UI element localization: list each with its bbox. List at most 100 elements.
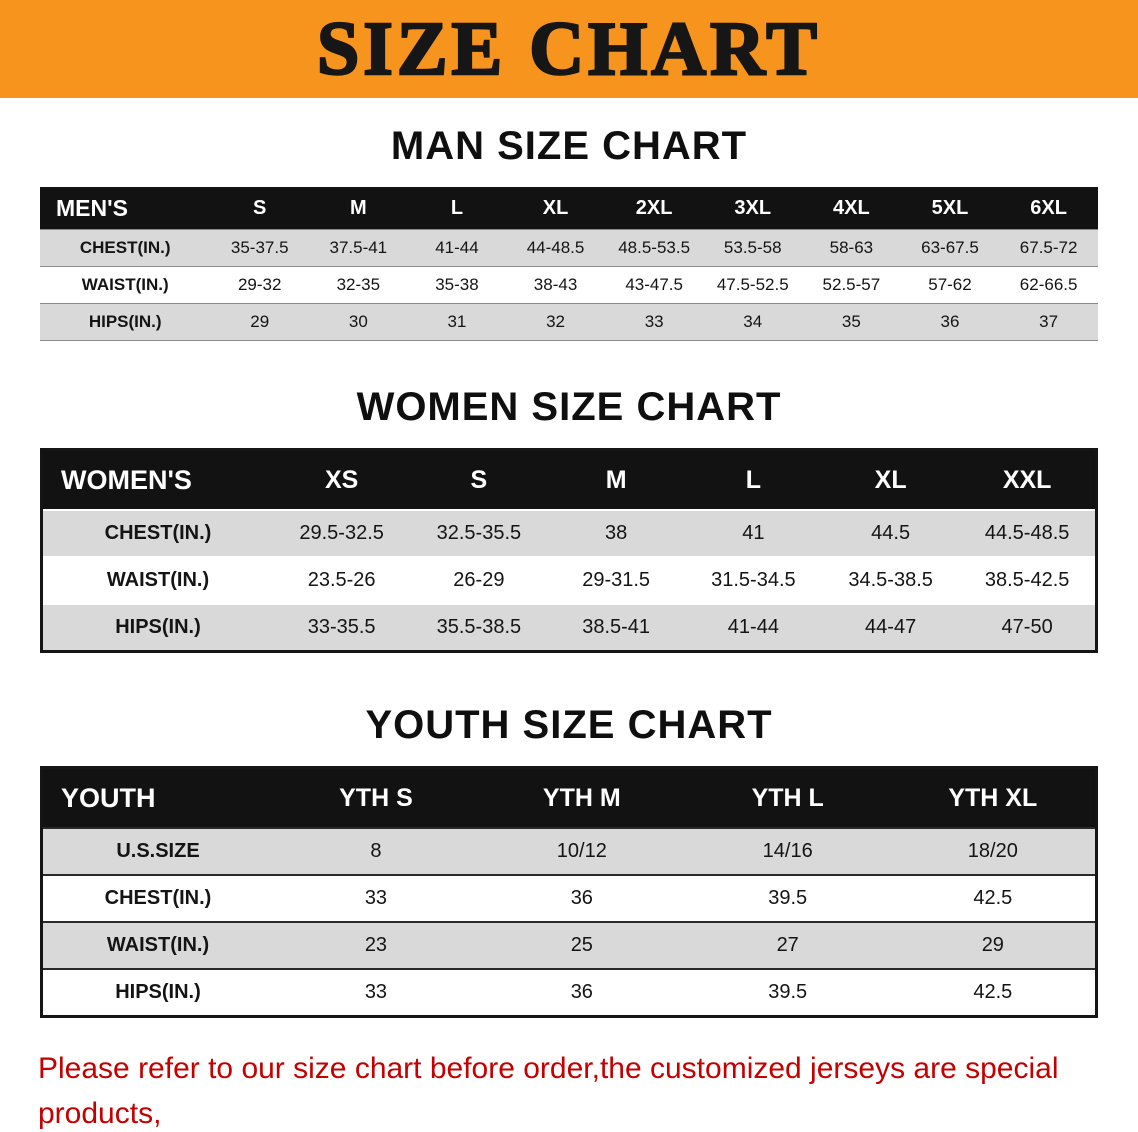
table-cell: 36 [940, 312, 960, 331]
page-title: SIZE CHART [316, 7, 821, 91]
column-header: XL [506, 187, 605, 230]
table-cell: 14/16 [762, 840, 813, 862]
row-label: HIPS(IN.) [115, 616, 201, 638]
table-row: WAIST(IN.) 23.5-26 26-29 29-31.5 31.5-34.5 34… [41, 557, 1097, 604]
table-cell: 38.5-42.5 [984, 569, 1070, 591]
column-header: YTH L [684, 767, 891, 828]
row-label: WAIST(IN.) [81, 275, 169, 294]
table-corner-label: MEN'S [40, 187, 211, 230]
row-label: HIPS(IN.) [115, 981, 201, 1003]
table-header-row: WOMEN'S XS S M L XL XXL [41, 449, 1097, 510]
column-header: S [410, 449, 548, 510]
disclaimer: Please refer to our size chart before or… [38, 1046, 1100, 1132]
table-row: HIPS(IN.) 33-35.5 35.5-38.5 38.5-41 41-44 44-… [41, 604, 1097, 652]
column-header: 5XL [900, 187, 1000, 230]
table-cell: 26-29 [453, 569, 505, 591]
table-row: U.S.SIZE 8 10/12 14/16 18/20 [41, 828, 1097, 875]
row-label: WAIST(IN.) [106, 934, 210, 956]
table-cell: 48.5-53.5 [618, 238, 691, 257]
table-header-row: MEN'S S M L XL 2XL 3XL 4XL 5XL 6XL [40, 187, 1098, 230]
table-cell: 33 [364, 981, 388, 1003]
column-header: YTH XL [890, 767, 1097, 828]
table-cell: 32 [546, 312, 565, 331]
table-corner-label: YOUTH [41, 767, 273, 828]
row-label: CHEST(IN.) [79, 238, 171, 257]
table-cell: 31.5-34.5 [711, 569, 796, 591]
table-row: HIPS(IN.) 29 30 31 32 33 34 35 36 37 [40, 303, 1098, 341]
table-cell: 57-62 [928, 275, 972, 294]
column-header: 2XL [604, 187, 704, 230]
column-header: YTH S [273, 767, 479, 828]
table-cell: 34 [743, 312, 763, 331]
table-cell: 23 [364, 934, 388, 956]
table-cell: 37.5-41 [329, 238, 388, 257]
table-cell: 52.5-57 [822, 275, 881, 294]
column-header: XL [822, 449, 960, 510]
column-header: XXL [959, 449, 1097, 510]
table-cell: 8 [370, 840, 382, 862]
women-size-table-wrap: WOMEN'S XS S M L XL XXL CHEST(IN.) 29.5-32.5 32.5… [40, 448, 1098, 653]
table-cell: 63-67.5 [921, 238, 979, 257]
disclaimer-line-1: Please refer to our size chart before or… [38, 1052, 1059, 1130]
men-size-section: MAN SIZE CHART MEN'S S M L XL 2XL 3XL 4XL 5XL 6XL… [0, 98, 1138, 341]
row-label: HIPS(IN.) [88, 312, 162, 331]
column-header: M [547, 449, 685, 510]
table-cell: 39.5 [768, 981, 808, 1003]
table-row: WAIST(IN.) 29-32 32-35 35-38 38-43 43-47.5 47.… [40, 266, 1098, 304]
table-cell: 36 [570, 981, 593, 1003]
table-cell: 42.5 [973, 887, 1013, 909]
men-size-table-wrap: MEN'S S M L XL 2XL 3XL 4XL 5XL 6XL CHEST(IN.) 35-37… [40, 187, 1098, 341]
table-cell: 67.5-72 [1019, 238, 1078, 257]
table-cell: 62-66.5 [1019, 275, 1078, 294]
table-row: CHEST(IN.) 35-37.5 37.5-41 41-44 44-48.5 48.5… [40, 229, 1098, 267]
table-cell: 29 [250, 312, 270, 331]
table-cell: 47-50 [1001, 616, 1053, 638]
table-cell: 35 [841, 312, 861, 331]
column-header: 6XL [999, 187, 1098, 230]
column-header: L [684, 449, 822, 510]
table-corner-label: WOMEN'S [41, 449, 273, 510]
row-label: U.S.SIZE [116, 840, 200, 862]
table-cell: 44.5 [871, 522, 911, 544]
table-header-row: YOUTH YTH S YTH M YTH L YTH XL [41, 767, 1097, 828]
table-row: WAIST(IN.) 23 25 27 29 [41, 922, 1097, 969]
table-cell: 39.5 [768, 887, 808, 909]
table-cell: 27 [776, 934, 799, 956]
table-cell: 41 [742, 522, 765, 544]
table-cell: 47.5-52.5 [716, 275, 789, 294]
table-cell: 43-47.5 [625, 275, 683, 294]
column-header: XS [273, 449, 411, 510]
women-size-table: WOMEN'S XS S M L XL XXL CHEST(IN.) 29.5-32.5 32.5… [40, 448, 1098, 653]
table-cell: 41-44 [435, 238, 479, 257]
table-cell: 29-31.5 [582, 569, 651, 591]
table-cell: 10/12 [556, 840, 607, 862]
table-cell: 44.5-48.5 [984, 522, 1070, 544]
column-header: M [309, 187, 408, 230]
table-cell: 35-37.5 [230, 238, 289, 257]
row-label: WAIST(IN.) [106, 569, 210, 591]
table-cell: 38-43 [533, 275, 578, 294]
table-cell: 38.5-41 [582, 616, 651, 638]
table-cell: 42.5 [973, 981, 1013, 1003]
table-cell: 35-38 [435, 275, 479, 294]
women-size-chart-heading: WOMEN SIZE CHART [356, 385, 782, 429]
youth-size-chart-heading: YOUTH SIZE CHART [365, 703, 773, 747]
row-label: CHEST(IN.) [104, 887, 212, 909]
table-cell: 25 [570, 934, 593, 956]
youth-size-table: YOUTH YTH S YTH M YTH L YTH XL U.S.SIZE 8 10/12… [40, 766, 1098, 1018]
table-row: CHEST(IN.) 29.5-32.5 32.5-35.5 38 41 44.5 44.5… [41, 510, 1097, 557]
table-cell: 29-32 [237, 275, 282, 294]
column-header: 4XL [802, 187, 901, 230]
table-cell: 53.5-58 [723, 238, 782, 257]
table-cell: 44-47 [865, 616, 917, 638]
table-cell: 32-35 [336, 275, 381, 294]
women-size-section: WOMEN SIZE CHART WOMEN'S XS S M L XL XXL CHEST(… [0, 341, 1138, 653]
table-cell: 32.5-35.5 [436, 522, 522, 544]
youth-size-section: YOUTH SIZE CHART YOUTH YTH S YTH M YTH L YTH… [0, 653, 1138, 1018]
table-row: HIPS(IN.) 33 36 39.5 42.5 [41, 969, 1097, 1017]
column-header: 3XL [703, 187, 803, 230]
table-cell: 38 [605, 522, 628, 544]
table-cell: 33 [364, 887, 388, 909]
table-cell: 35.5-38.5 [436, 616, 522, 638]
men-size-chart-heading: MAN SIZE CHART [390, 124, 748, 168]
